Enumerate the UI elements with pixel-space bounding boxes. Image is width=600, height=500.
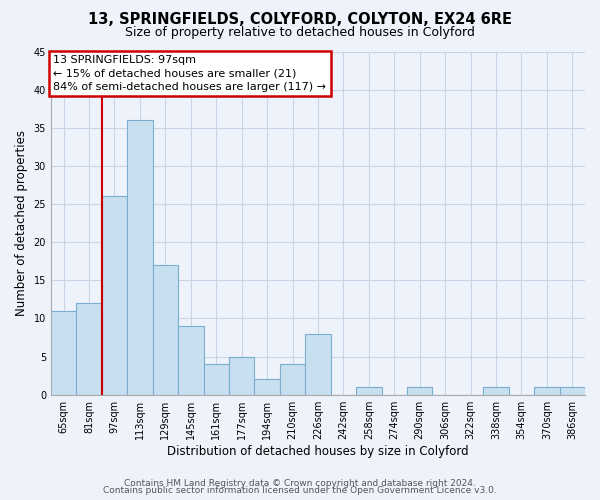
- Text: 13 SPRINGFIELDS: 97sqm
← 15% of detached houses are smaller (21)
84% of semi-det: 13 SPRINGFIELDS: 97sqm ← 15% of detached…: [53, 56, 326, 92]
- Bar: [280, 364, 305, 394]
- Bar: [229, 356, 254, 395]
- Bar: [127, 120, 152, 394]
- Text: Contains public sector information licensed under the Open Government Licence v3: Contains public sector information licen…: [103, 486, 497, 495]
- Y-axis label: Number of detached properties: Number of detached properties: [15, 130, 28, 316]
- Bar: [305, 334, 331, 394]
- Text: Contains HM Land Registry data © Crown copyright and database right 2024.: Contains HM Land Registry data © Crown c…: [124, 478, 476, 488]
- Bar: [203, 364, 229, 394]
- Bar: [76, 303, 102, 394]
- Bar: [483, 387, 509, 394]
- Text: Size of property relative to detached houses in Colyford: Size of property relative to detached ho…: [125, 26, 475, 39]
- Bar: [560, 387, 585, 394]
- Bar: [534, 387, 560, 394]
- Bar: [356, 387, 382, 394]
- Bar: [254, 380, 280, 394]
- X-axis label: Distribution of detached houses by size in Colyford: Distribution of detached houses by size …: [167, 444, 469, 458]
- Bar: [407, 387, 433, 394]
- Bar: [178, 326, 203, 394]
- Bar: [102, 196, 127, 394]
- Bar: [51, 311, 76, 394]
- Text: 13, SPRINGFIELDS, COLYFORD, COLYTON, EX24 6RE: 13, SPRINGFIELDS, COLYFORD, COLYTON, EX2…: [88, 12, 512, 28]
- Bar: [152, 265, 178, 394]
